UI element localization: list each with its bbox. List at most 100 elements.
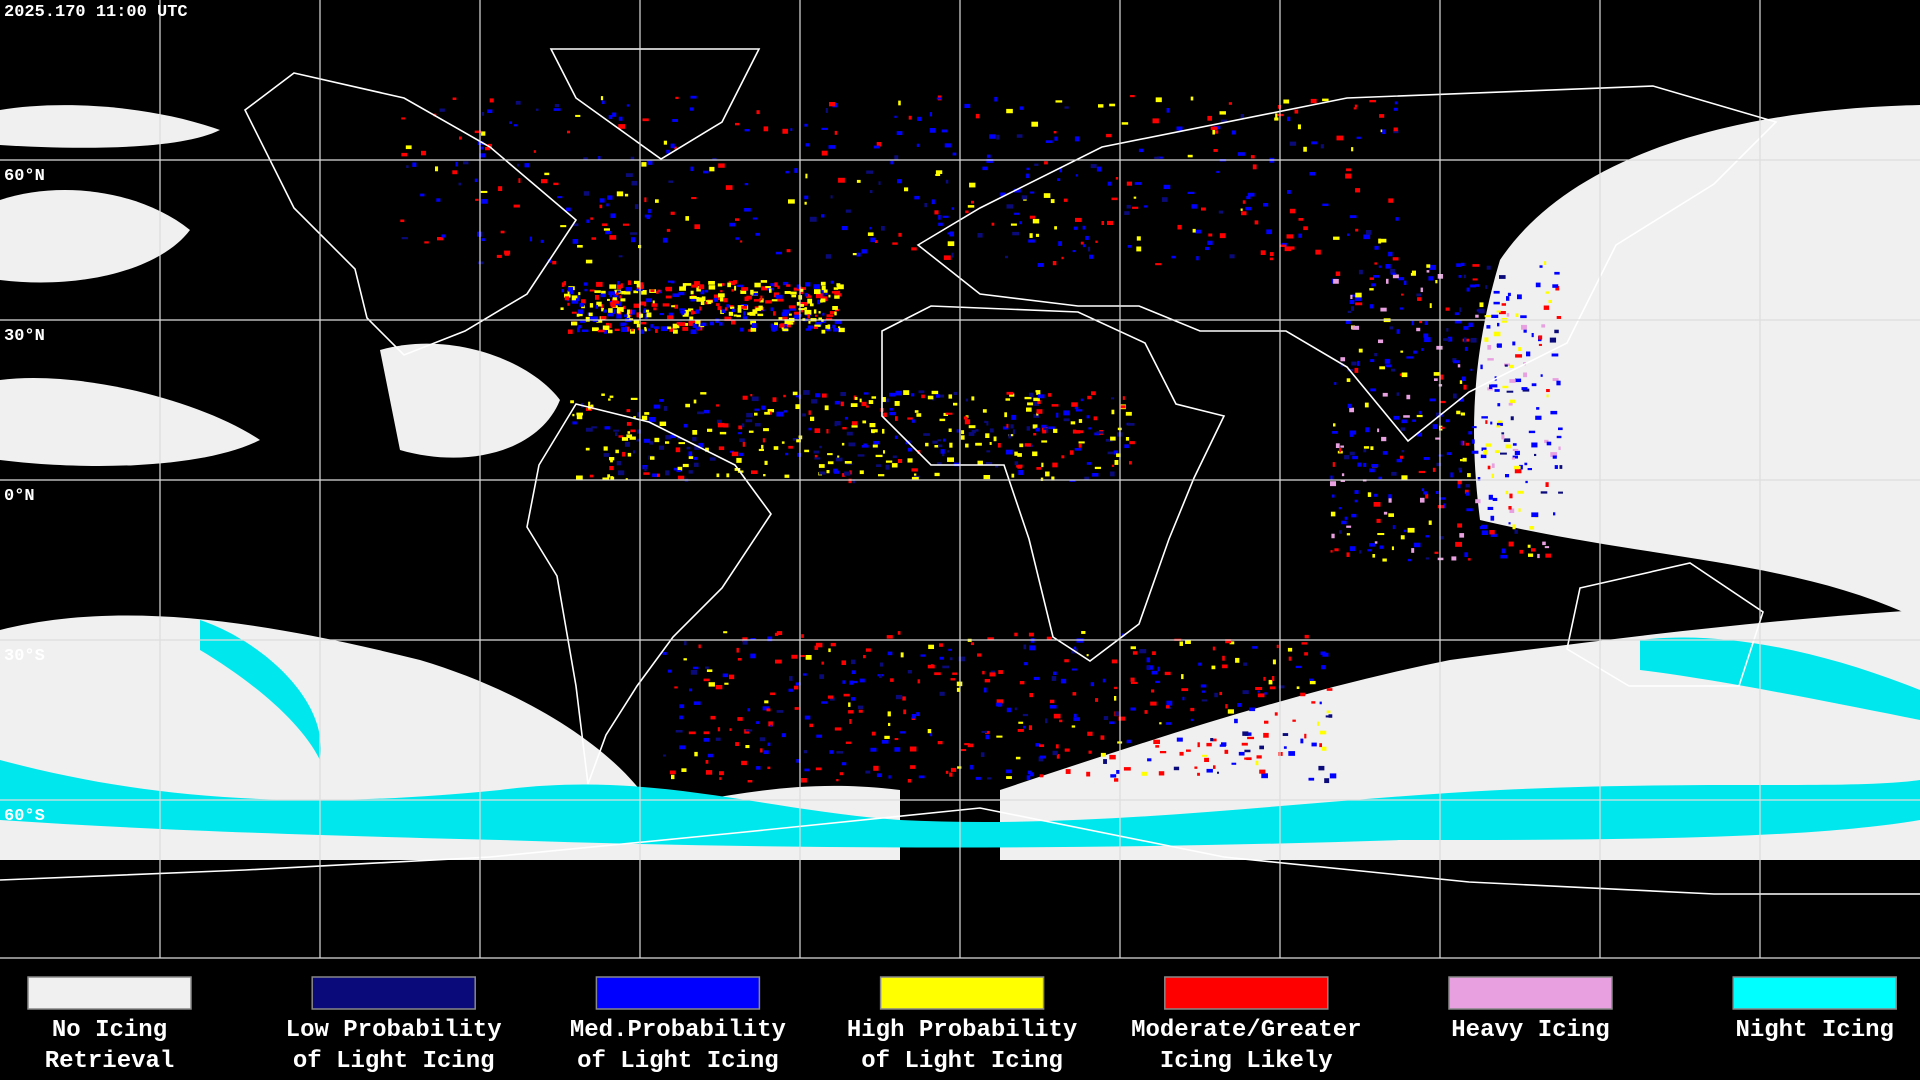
- icing-pixel: [1317, 721, 1320, 726]
- icing-pixel: [1525, 480, 1528, 484]
- icing-pixel: [951, 252, 954, 258]
- icing-pixel: [729, 728, 732, 731]
- icing-pixel: [706, 669, 713, 672]
- icing-pixel: [623, 290, 631, 295]
- icing-pixel: [1213, 149, 1218, 152]
- icing-pixel: [524, 163, 529, 168]
- icing-pixel: [964, 743, 970, 746]
- icing-pixel: [869, 190, 873, 194]
- legend-swatch: [27, 976, 192, 1010]
- icing-pixel: [808, 427, 812, 431]
- icing-pixel: [1036, 412, 1039, 416]
- icing-pixel: [666, 149, 671, 154]
- icing-pixel: [1124, 211, 1130, 215]
- icing-pixel: [571, 299, 579, 304]
- icing-pixel: [1512, 448, 1519, 451]
- icing-pixel: [815, 767, 822, 771]
- icing-pixel: [436, 198, 441, 202]
- icing-pixel: [887, 651, 893, 656]
- icing-pixel: [1238, 751, 1245, 756]
- icing-pixel: [748, 430, 754, 433]
- icing-pixel: [1377, 533, 1385, 536]
- icing-pixel: [575, 298, 580, 302]
- icing-pixel: [1377, 428, 1380, 433]
- icing-pixel: [665, 295, 672, 299]
- icing-pixel: [624, 314, 628, 318]
- icing-pixel: [529, 236, 533, 242]
- icing-pixel: [622, 305, 626, 310]
- icing-pixel: [1369, 277, 1374, 280]
- icing-pixel: [834, 421, 841, 426]
- icing-pixel: [773, 446, 779, 450]
- icing-pixel: [1369, 304, 1374, 309]
- icing-pixel: [1087, 395, 1092, 400]
- icing-pixel: [723, 631, 728, 634]
- icing-pixel: [776, 631, 783, 635]
- icing-pixel: [775, 659, 782, 664]
- icing-pixel: [957, 766, 962, 769]
- icing-pixel: [620, 298, 626, 302]
- icing-pixel: [861, 401, 867, 407]
- legend-label: Retrieval: [45, 1048, 175, 1075]
- icing-pixel: [867, 232, 874, 236]
- icing-pixel: [865, 770, 871, 774]
- icing-pixel: [1445, 307, 1450, 311]
- icing-pixel: [1363, 234, 1371, 240]
- icing-pixel: [1109, 103, 1116, 107]
- night-cloud-band: [1640, 637, 1920, 720]
- icing-pixel: [888, 775, 891, 779]
- icing-pixel: [842, 427, 847, 430]
- icing-pixel: [1096, 166, 1102, 172]
- icing-pixel: [729, 674, 735, 680]
- icing-pixel: [1037, 394, 1045, 399]
- icing-pixel: [698, 442, 704, 448]
- icing-pixel: [1205, 246, 1209, 251]
- icing-pixel: [1026, 407, 1032, 412]
- icing-pixel: [1381, 436, 1387, 442]
- icing-pixel: [826, 429, 829, 434]
- icing-pixel: [1428, 276, 1434, 281]
- icing-pixel: [1413, 350, 1417, 354]
- icing-pixel: [1378, 238, 1382, 244]
- icing-pixel: [644, 412, 650, 415]
- icing-pixel: [1457, 483, 1461, 489]
- icing-pixel: [1080, 398, 1083, 402]
- icing-pixel: [1471, 439, 1475, 444]
- icing-pixel: [1116, 453, 1121, 458]
- icing-pixel: [659, 313, 664, 316]
- icing-pixel: [826, 470, 830, 474]
- icing-pixel: [1087, 731, 1093, 736]
- icing-pixel: [674, 146, 677, 150]
- icing-pixel: [600, 316, 607, 320]
- icing-pixel: [602, 223, 608, 227]
- icing-pixel: [1398, 277, 1405, 281]
- icing-pixel: [633, 303, 641, 308]
- icing-pixel: [1095, 698, 1099, 702]
- icing-pixel: [1321, 665, 1326, 670]
- icing-pixel: [601, 100, 605, 105]
- icing-pixel: [1512, 443, 1517, 446]
- icing-pixel: [610, 213, 616, 218]
- icing-pixel: [1044, 161, 1048, 165]
- icing-pixel: [1440, 426, 1445, 429]
- icing-pixel: [1535, 415, 1542, 420]
- icing-pixel: [633, 280, 641, 285]
- icing-pixel: [679, 308, 686, 311]
- icing-pixel: [956, 429, 959, 433]
- icing-pixel: [1111, 397, 1115, 400]
- icing-pixel: [1322, 203, 1329, 207]
- icing-pixel: [813, 284, 821, 289]
- icing-pixel: [679, 704, 685, 709]
- icing-pixel: [881, 226, 885, 231]
- icing-pixel: [682, 326, 689, 331]
- icing-pixel: [690, 296, 697, 299]
- icing-pixel: [964, 419, 971, 425]
- icing-pixel: [612, 309, 616, 314]
- icing-pixel: [1155, 263, 1162, 266]
- icing-pixel: [840, 401, 844, 407]
- icing-pixel: [718, 446, 725, 451]
- icing-pixel: [1084, 476, 1089, 480]
- icing-pixel: [612, 294, 619, 300]
- icing-pixel: [904, 187, 909, 192]
- icing-pixel: [1321, 746, 1327, 751]
